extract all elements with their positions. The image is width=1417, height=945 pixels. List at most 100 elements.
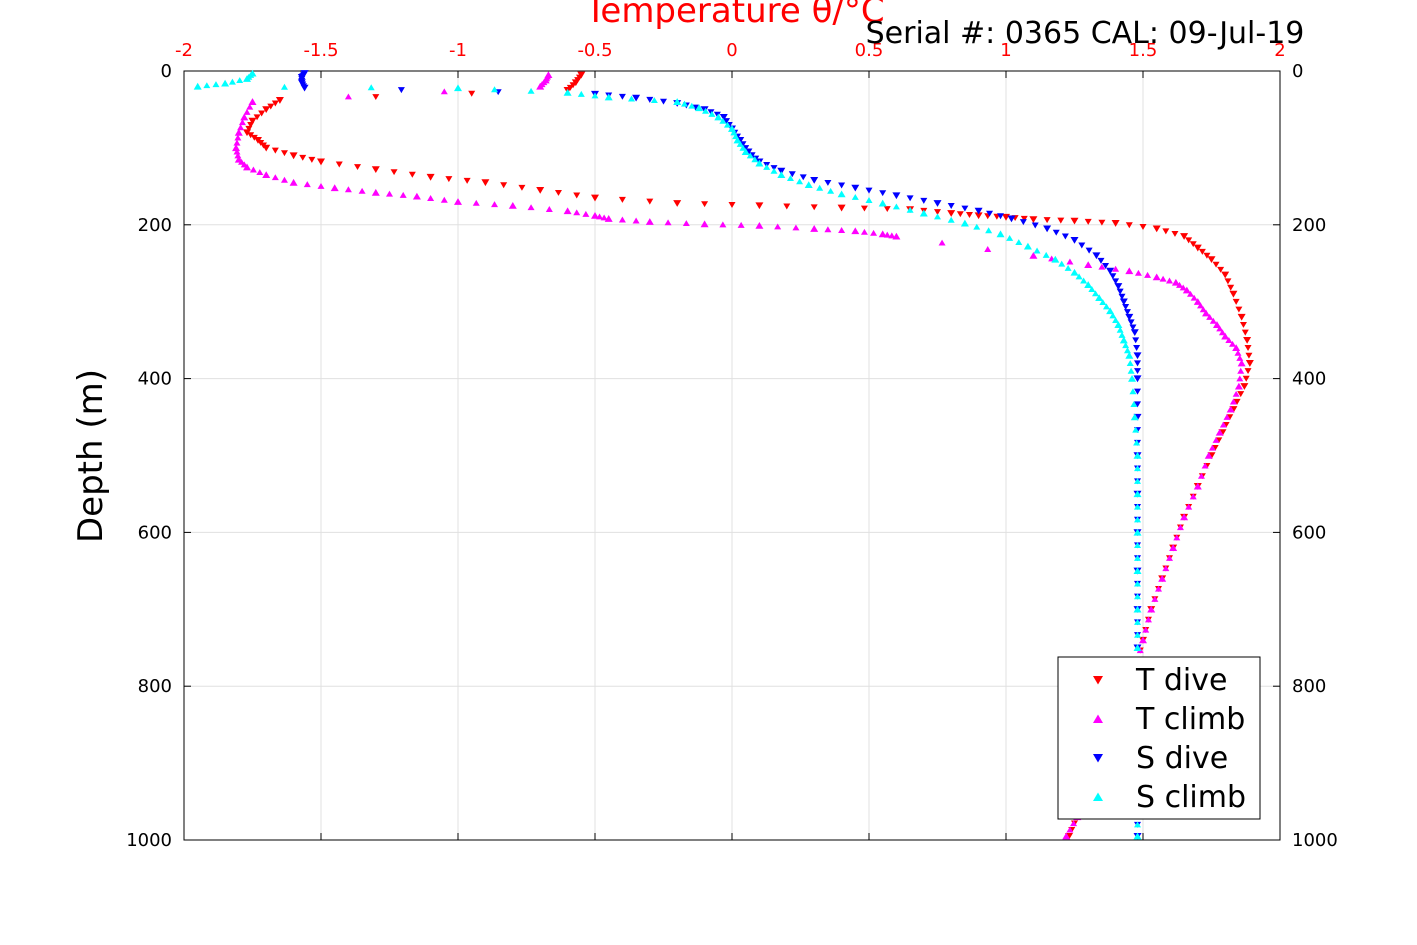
data-point bbox=[454, 84, 462, 92]
data-point bbox=[1106, 307, 1115, 315]
data-point bbox=[755, 202, 764, 210]
data-point bbox=[1084, 218, 1092, 225]
data-point bbox=[1134, 269, 1142, 276]
data-point bbox=[1123, 309, 1131, 316]
data-point bbox=[1085, 247, 1093, 254]
data-point bbox=[1226, 405, 1235, 413]
data-point bbox=[1118, 293, 1126, 300]
data-point bbox=[1006, 234, 1014, 241]
data-point bbox=[1133, 528, 1142, 536]
data-point bbox=[596, 213, 604, 220]
data-point bbox=[1212, 436, 1220, 443]
data-point bbox=[1111, 220, 1120, 227]
data-point bbox=[1134, 631, 1142, 638]
data-point bbox=[271, 100, 279, 107]
data-point bbox=[344, 93, 352, 100]
data-point bbox=[1142, 626, 1150, 633]
data-point bbox=[1152, 225, 1161, 233]
data-point bbox=[275, 97, 284, 104]
data-point bbox=[234, 152, 242, 159]
data-point bbox=[1057, 217, 1065, 224]
data-point bbox=[1023, 242, 1032, 250]
data-point bbox=[1119, 336, 1128, 344]
data-point bbox=[1243, 336, 1252, 344]
data-point bbox=[888, 232, 896, 239]
data-point bbox=[1234, 382, 1243, 390]
data-point bbox=[1201, 462, 1209, 469]
data-point bbox=[1180, 233, 1189, 240]
data-point bbox=[1084, 281, 1093, 288]
data-point bbox=[737, 221, 745, 228]
data-point bbox=[299, 154, 307, 161]
data-point bbox=[221, 79, 230, 87]
data-point bbox=[1033, 247, 1041, 254]
data-point bbox=[1133, 345, 1141, 351]
data-point bbox=[878, 230, 887, 238]
legend-marker bbox=[1093, 676, 1103, 685]
data-point bbox=[1241, 329, 1249, 336]
data-point bbox=[386, 190, 393, 197]
data-point bbox=[1042, 251, 1050, 258]
data-point bbox=[934, 213, 941, 220]
data-point bbox=[673, 98, 682, 105]
data-point bbox=[1229, 290, 1238, 298]
data-point bbox=[1212, 321, 1221, 328]
y-tick-label-left: 800 bbox=[138, 676, 172, 697]
data-point bbox=[1125, 351, 1134, 359]
y-tick-label-left: 200 bbox=[138, 215, 172, 236]
data-point bbox=[1197, 302, 1205, 309]
data-point bbox=[741, 148, 750, 155]
legend-entry: T dive bbox=[1135, 663, 1227, 698]
data-point bbox=[248, 117, 257, 125]
data-point bbox=[1132, 426, 1140, 433]
data-point bbox=[1217, 266, 1225, 273]
data-point bbox=[408, 171, 416, 178]
data-point bbox=[234, 134, 242, 141]
data-point bbox=[810, 225, 819, 232]
legend: T dive T climb S dive S climb bbox=[1057, 656, 1261, 820]
data-point bbox=[1151, 595, 1159, 602]
data-point bbox=[838, 227, 846, 233]
data-point bbox=[646, 96, 654, 103]
data-point bbox=[1242, 375, 1250, 382]
data-point bbox=[1193, 244, 1202, 252]
data-point bbox=[1134, 593, 1142, 600]
data-point bbox=[491, 86, 499, 93]
data-point bbox=[262, 171, 271, 179]
data-point bbox=[193, 82, 202, 90]
legend-entry: S climb bbox=[1136, 780, 1246, 815]
data-point bbox=[1133, 832, 1142, 840]
x-tick-label: 0.5 bbox=[855, 40, 884, 61]
data-point bbox=[733, 136, 742, 144]
data-point bbox=[1203, 252, 1211, 259]
data-point bbox=[1169, 544, 1178, 551]
x-tick-label: 1.5 bbox=[1129, 40, 1158, 61]
data-point bbox=[879, 190, 887, 197]
data-point bbox=[1199, 306, 1207, 313]
data-point bbox=[1202, 309, 1211, 317]
data-point bbox=[1098, 219, 1106, 226]
data-point bbox=[719, 117, 727, 124]
data-point bbox=[253, 114, 261, 121]
data-point bbox=[317, 158, 325, 166]
data-point bbox=[1235, 306, 1243, 313]
data-point bbox=[883, 231, 891, 238]
data-point bbox=[1180, 513, 1189, 521]
data-point bbox=[243, 129, 252, 137]
data-point bbox=[249, 166, 257, 173]
data-point bbox=[440, 196, 448, 203]
data-point bbox=[646, 198, 654, 205]
legend-box bbox=[1057, 656, 1261, 820]
data-point bbox=[1234, 349, 1242, 356]
data-point bbox=[688, 102, 696, 109]
data-point bbox=[1182, 286, 1191, 294]
data-point bbox=[1125, 267, 1134, 275]
data-point bbox=[1232, 344, 1241, 352]
y-tick-label-left: 600 bbox=[138, 522, 172, 543]
data-point bbox=[1125, 222, 1133, 229]
data-point bbox=[508, 201, 517, 209]
data-point bbox=[1020, 215, 1028, 222]
data-point bbox=[1134, 477, 1142, 484]
data-point bbox=[824, 226, 832, 233]
y-tick-label-left: 1000 bbox=[126, 830, 172, 851]
